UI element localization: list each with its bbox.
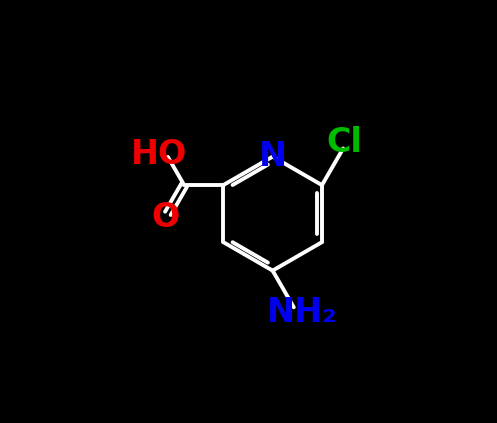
Text: HO: HO	[131, 138, 187, 171]
Text: O: O	[151, 201, 179, 234]
Text: NH₂: NH₂	[266, 296, 337, 329]
Text: N: N	[258, 140, 287, 173]
Text: Cl: Cl	[327, 126, 363, 159]
